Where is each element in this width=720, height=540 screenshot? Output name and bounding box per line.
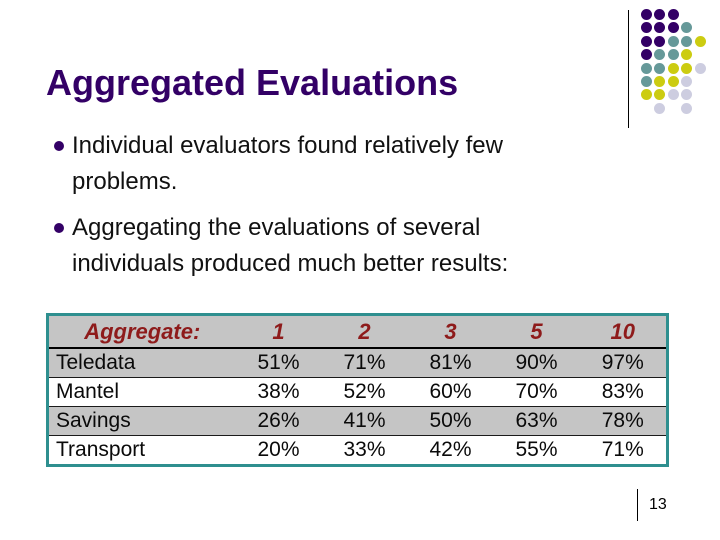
row-label: Teledata (47, 347, 236, 378)
table-cell: 97% (579, 347, 668, 378)
table-row: Transport 20% 33% 42% 55% 71% (47, 435, 668, 466)
table-cell: 71% (579, 435, 668, 466)
yellow-dot (667, 62, 679, 74)
table-cell: 20% (235, 435, 322, 466)
bullet-item: Individual evaluators found relatively f… (54, 128, 614, 200)
table-cell: 42% (407, 435, 494, 466)
top-right-divider-line (628, 10, 629, 128)
yellow-dot (694, 35, 706, 47)
purple-dot (641, 22, 652, 34)
table-cell: 26% (235, 406, 322, 436)
teal-dot (641, 76, 652, 87)
table-cell: 81% (407, 347, 494, 378)
lavender-dot (654, 102, 666, 114)
table-header-col: 3 (407, 314, 494, 349)
table-cell: 63% (493, 406, 580, 436)
purple-dot (654, 22, 666, 34)
bullet-item: Aggregating the evaluations of several i… (54, 210, 614, 282)
table-header-col: 1 (235, 314, 322, 349)
purple-dot (641, 35, 652, 47)
purple-dot (641, 49, 652, 61)
lavender-dot (681, 102, 693, 114)
table-cell: 38% (235, 377, 322, 407)
page-number: 13 (649, 496, 667, 513)
table-body: Teledata 51% 71% 81% 90% 97% Mantel 38% 52% 60% 70… (47, 347, 668, 466)
table-cell: 55% (493, 435, 580, 466)
bullet-text: Aggregating the evaluations of several i… (72, 214, 509, 277)
yellow-dot (654, 76, 666, 87)
teal-dot (667, 49, 679, 61)
teal-dot (654, 62, 666, 74)
table-cell: 78% (579, 406, 668, 436)
results-table: Aggregate: 1 2 3 5 10 Teledata 51% 71% 81% 90% 97… (46, 313, 669, 467)
purple-dot (667, 9, 679, 20)
purple-dot (654, 35, 666, 47)
footer-divider-line (637, 489, 638, 521)
bullet-text: Individual evaluators found relatively f… (72, 132, 503, 195)
teal-dot (681, 35, 693, 47)
yellow-dot (654, 89, 666, 101)
table-row: Teledata 51% 71% 81% 90% 97% (47, 347, 668, 378)
lavender-dot (667, 89, 679, 101)
bullet-list: Individual evaluators found relatively f… (54, 128, 614, 292)
dots-decoration (641, 9, 713, 125)
table-cell: 70% (493, 377, 580, 407)
lavender-dot (681, 89, 693, 101)
table-header-row: Aggregate: 1 2 3 5 10 (47, 314, 668, 349)
row-label: Mantel (47, 377, 236, 407)
table-cell: 33% (321, 435, 408, 466)
table-header-col: 10 (579, 314, 668, 349)
table-cell: 50% (407, 406, 494, 436)
table-cell: 90% (493, 347, 580, 378)
table-header-col: 5 (493, 314, 580, 349)
purple-dot (654, 9, 666, 20)
teal-dot (641, 62, 652, 74)
lavender-dot (681, 76, 693, 87)
row-label: Savings (47, 406, 236, 436)
row-label: Transport (47, 435, 236, 466)
yellow-dot (681, 49, 693, 61)
bullet-icon (54, 223, 64, 233)
table-cell: 41% (321, 406, 408, 436)
teal-dot (681, 22, 693, 34)
yellow-dot (667, 76, 679, 87)
table-header-col: 2 (321, 314, 408, 349)
teal-dot (667, 35, 679, 47)
purple-dot (641, 9, 652, 20)
purple-dot (667, 22, 679, 34)
bullet-icon (54, 141, 64, 151)
yellow-dot (641, 89, 652, 101)
table-row: Mantel 38% 52% 60% 70% 83% (47, 377, 668, 407)
lavender-dot (694, 62, 706, 74)
table-row: Savings 26% 41% 50% 63% 78% (47, 406, 668, 436)
yellow-dot (681, 62, 693, 74)
table-cell: 51% (235, 347, 322, 378)
table-cell: 60% (407, 377, 494, 407)
slide-title: Aggregated Evaluations (46, 62, 459, 104)
teal-dot (654, 49, 666, 61)
table-cell: 52% (321, 377, 408, 407)
table-header-label: Aggregate: (47, 314, 236, 349)
table-cell: 83% (579, 377, 668, 407)
table-cell: 71% (321, 347, 408, 378)
